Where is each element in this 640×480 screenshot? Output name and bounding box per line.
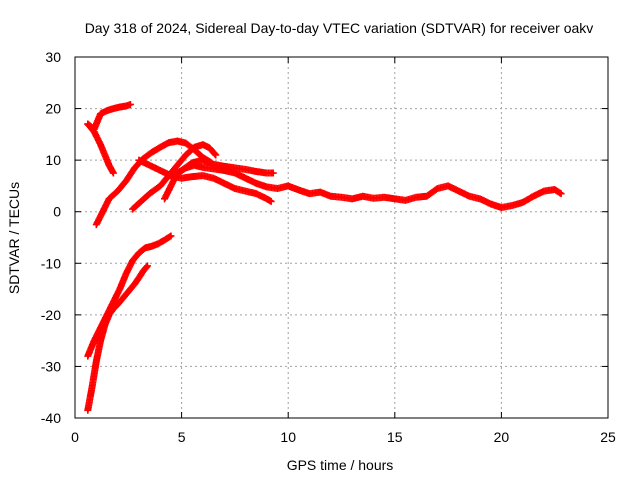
data-point <box>167 232 175 240</box>
series-arc-5 <box>135 156 275 205</box>
data-point <box>267 197 275 205</box>
series-arc-7 <box>169 156 277 182</box>
x-tick-label: 25 <box>600 429 616 445</box>
series-arc-3 <box>92 137 215 229</box>
series-arc-2 <box>84 120 117 177</box>
y-axis-label: SDTVAR / TECUs <box>6 182 22 294</box>
y-tick-label: -20 <box>41 307 61 323</box>
chart-title: Day 318 of 2024, Sidereal Day-to-day VTE… <box>85 20 594 36</box>
x-tick-label: 10 <box>280 429 296 445</box>
x-tick-label: 20 <box>494 429 510 445</box>
y-tick-label: 30 <box>45 49 61 65</box>
data-point <box>126 100 134 108</box>
data-point <box>143 262 151 270</box>
x-tick-label: 15 <box>387 429 403 445</box>
y-tick-label: 20 <box>45 101 61 117</box>
y-tick-label: -40 <box>41 410 61 426</box>
y-tick-label: 0 <box>53 204 61 220</box>
x-tick-label: 0 <box>71 429 79 445</box>
data-point <box>166 233 174 241</box>
y-tick-label: 10 <box>45 152 61 168</box>
x-axis-label: GPS time / hours <box>287 457 394 473</box>
data-point <box>269 169 277 177</box>
series-arc-9 <box>84 262 151 414</box>
data-point <box>211 150 219 158</box>
plot-area <box>84 100 565 414</box>
plot-frame <box>74 56 609 419</box>
data-point <box>212 151 220 159</box>
data-point <box>557 190 565 198</box>
data-point <box>556 189 564 197</box>
grid <box>75 57 608 418</box>
series-arc-6 <box>161 161 565 212</box>
y-tick-label: -30 <box>41 358 61 374</box>
data-point <box>143 263 151 271</box>
data-point <box>109 169 117 177</box>
y-tick-label: -10 <box>41 255 61 271</box>
x-tick-label: 5 <box>178 429 186 445</box>
